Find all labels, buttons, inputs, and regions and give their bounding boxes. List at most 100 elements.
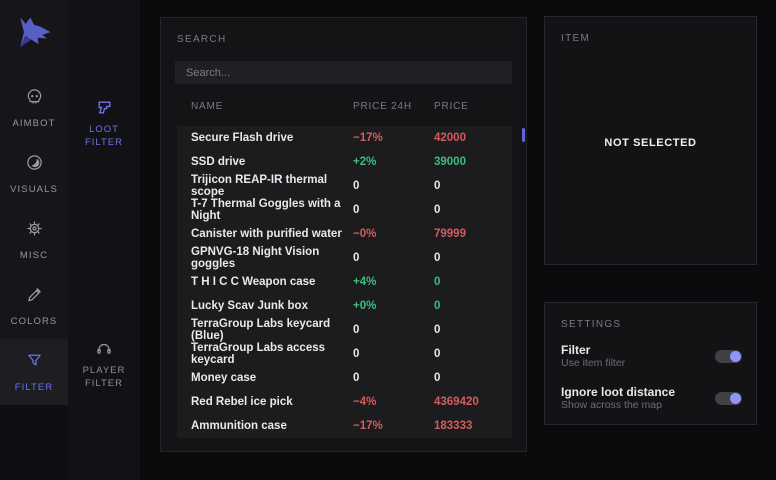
item-name: Lucky Scav Junk box: [191, 300, 308, 312]
sidebar-item-label: AIMBOT: [12, 118, 56, 129]
pixel-pistol-icon: [97, 101, 111, 114]
item-name: TerraGroup Labs keycard (Blue): [191, 318, 331, 342]
column-header-name: NAME: [191, 100, 224, 112]
gear-icon: [26, 221, 42, 236]
wolf-logo: [20, 17, 51, 47]
item-price: 0: [434, 300, 441, 312]
subnav-item-loot-filter[interactable]: LOOT FILTER: [68, 99, 140, 149]
settings-panel-title: SETTINGS: [561, 319, 622, 330]
item-change: −17%: [353, 132, 383, 144]
item-name: Secure Flash drive: [191, 132, 294, 144]
item-name: Trijicon REAP-IR thermal scope: [191, 174, 328, 198]
item-name: Money case: [191, 372, 257, 384]
table-row[interactable]: TerraGroup Labs keycard (Blue) 0 0: [177, 318, 512, 342]
toggle-knob: [730, 393, 741, 404]
table-row[interactable]: Trijicon REAP-IR thermal scope 0 0: [177, 174, 512, 198]
skull-icon: [27, 89, 41, 104]
sidebar-item-label: COLORS: [10, 316, 58, 327]
item-change: −4%: [353, 396, 377, 408]
item-change: −17%: [353, 420, 383, 432]
table-row[interactable]: Secure Flash drive −17% 42000: [177, 126, 512, 150]
setting-row-ignore-loot-distance: Ignore loot distance Show across the map: [561, 385, 742, 412]
sidebar-nav: AIMBOT VISUALS MISC COLORS: [0, 75, 68, 405]
subnav-item-label: PLAYER FILTER: [82, 365, 126, 389]
table-row[interactable]: Canister with purified water −0% 79999: [177, 222, 512, 246]
sidebar-item-label: VISUALS: [10, 184, 58, 195]
table-row[interactable]: SSD drive +2% 39000: [177, 150, 512, 174]
item-price: 39000: [434, 156, 466, 168]
funnel-icon: [27, 354, 41, 366]
item-price: 42000: [434, 132, 466, 144]
item-price: 0: [434, 204, 441, 216]
item-change: 0: [353, 348, 360, 360]
item-price: 4369420: [434, 396, 479, 408]
setting-label: Filter: [561, 343, 591, 357]
item-change: +0%: [353, 300, 377, 312]
item-name: SSD drive: [191, 156, 246, 168]
sidebar-item-filter[interactable]: FILTER: [0, 339, 68, 405]
item-price: 183333: [434, 420, 473, 432]
item-price: 0: [434, 324, 441, 336]
sidebar-item-visuals[interactable]: VISUALS: [0, 141, 68, 207]
search-panel-title: SEARCH: [177, 34, 227, 45]
table-row[interactable]: Lucky Scav Junk box +0% 0: [177, 294, 512, 318]
item-price: 0: [434, 348, 441, 360]
item-change: 0: [353, 180, 360, 192]
sidebar-item-label: FILTER: [14, 382, 54, 393]
table-row[interactable]: T H I C C Weapon case +4% 0: [177, 270, 512, 294]
setting-sublabel: Show across the map: [561, 399, 662, 411]
filter-toggle[interactable]: [715, 350, 742, 363]
item-price: 0: [434, 252, 441, 264]
item-table: Secure Flash drive −17% 42000 SSD drive …: [177, 126, 512, 438]
subnav-item-label: LOOT FILTER: [84, 124, 124, 148]
search-panel: SEARCH NAME PRICE 24H PRICE Secure Flash…: [160, 17, 527, 452]
table-row[interactable]: Ammunition case −17% 183333: [177, 414, 512, 438]
sidebar-item-colors[interactable]: COLORS: [0, 273, 68, 339]
item-change: +4%: [353, 276, 377, 288]
table-header: NAME PRICE 24H PRICE: [177, 99, 512, 113]
item-name: TerraGroup Labs access keycard: [191, 342, 326, 366]
item-price: 0: [434, 276, 441, 288]
column-header-change: PRICE 24H: [353, 100, 412, 112]
item-price: 0: [434, 180, 441, 192]
item-price: 79999: [434, 228, 466, 240]
filter-subnav: LOOT FILTER PLAYER FILTER: [68, 0, 140, 480]
item-name: GPNVG-18 Night Vision goggles: [191, 246, 320, 270]
eyedropper-icon: [27, 288, 41, 302]
item-price: 0: [434, 372, 441, 384]
table-row[interactable]: GPNVG-18 Night Vision goggles 0 0: [177, 246, 512, 270]
search-input[interactable]: [175, 61, 512, 84]
item-panel-title: ITEM: [561, 33, 591, 44]
setting-label: Ignore loot distance: [561, 385, 676, 399]
item-panel: ITEM NOT SELECTED: [544, 16, 757, 265]
item-name: Canister with purified water: [191, 228, 342, 240]
sidebar-item-misc[interactable]: MISC: [0, 207, 68, 273]
subnav-item-player-filter[interactable]: PLAYER FILTER: [68, 339, 140, 390]
item-change: +2%: [353, 156, 377, 168]
table-row[interactable]: TerraGroup Labs access keycard 0 0: [177, 342, 512, 366]
headphones-icon: [97, 343, 111, 354]
item-name: T-7 Thermal Goggles with a Night: [191, 198, 341, 222]
item-change: −0%: [353, 228, 377, 240]
toggle-knob: [730, 351, 741, 362]
item-change: 0: [353, 372, 360, 384]
item-change: 0: [353, 252, 360, 264]
column-header-price: PRICE: [434, 100, 469, 112]
settings-panel: SETTINGS Filter Use item filter Ignore l…: [544, 302, 757, 425]
setting-sublabel: Use item filter: [561, 357, 626, 369]
ignore-loot-distance-toggle[interactable]: [715, 392, 742, 405]
item-empty-state: NOT SELECTED: [604, 137, 697, 149]
item-change: 0: [353, 324, 360, 336]
table-scrollbar-thumb[interactable]: [522, 128, 525, 142]
item-name: Red Rebel ice pick: [191, 396, 293, 408]
table-row[interactable]: Red Rebel ice pick −4% 4369420: [177, 390, 512, 414]
item-change: 0: [353, 204, 360, 216]
sidebar-bottom-filler: [0, 405, 68, 480]
item-name: T H I C C Weapon case: [191, 276, 316, 288]
table-row[interactable]: T-7 Thermal Goggles with a Night 0 0: [177, 198, 512, 222]
setting-row-filter: Filter Use item filter: [561, 343, 742, 370]
sidebar-item-aimbot[interactable]: AIMBOT: [0, 75, 68, 141]
sidebar: AIMBOT VISUALS MISC COLORS: [0, 0, 68, 480]
setting-text: Filter Use item filter: [561, 343, 625, 370]
table-row[interactable]: Money case 0 0: [177, 366, 512, 390]
